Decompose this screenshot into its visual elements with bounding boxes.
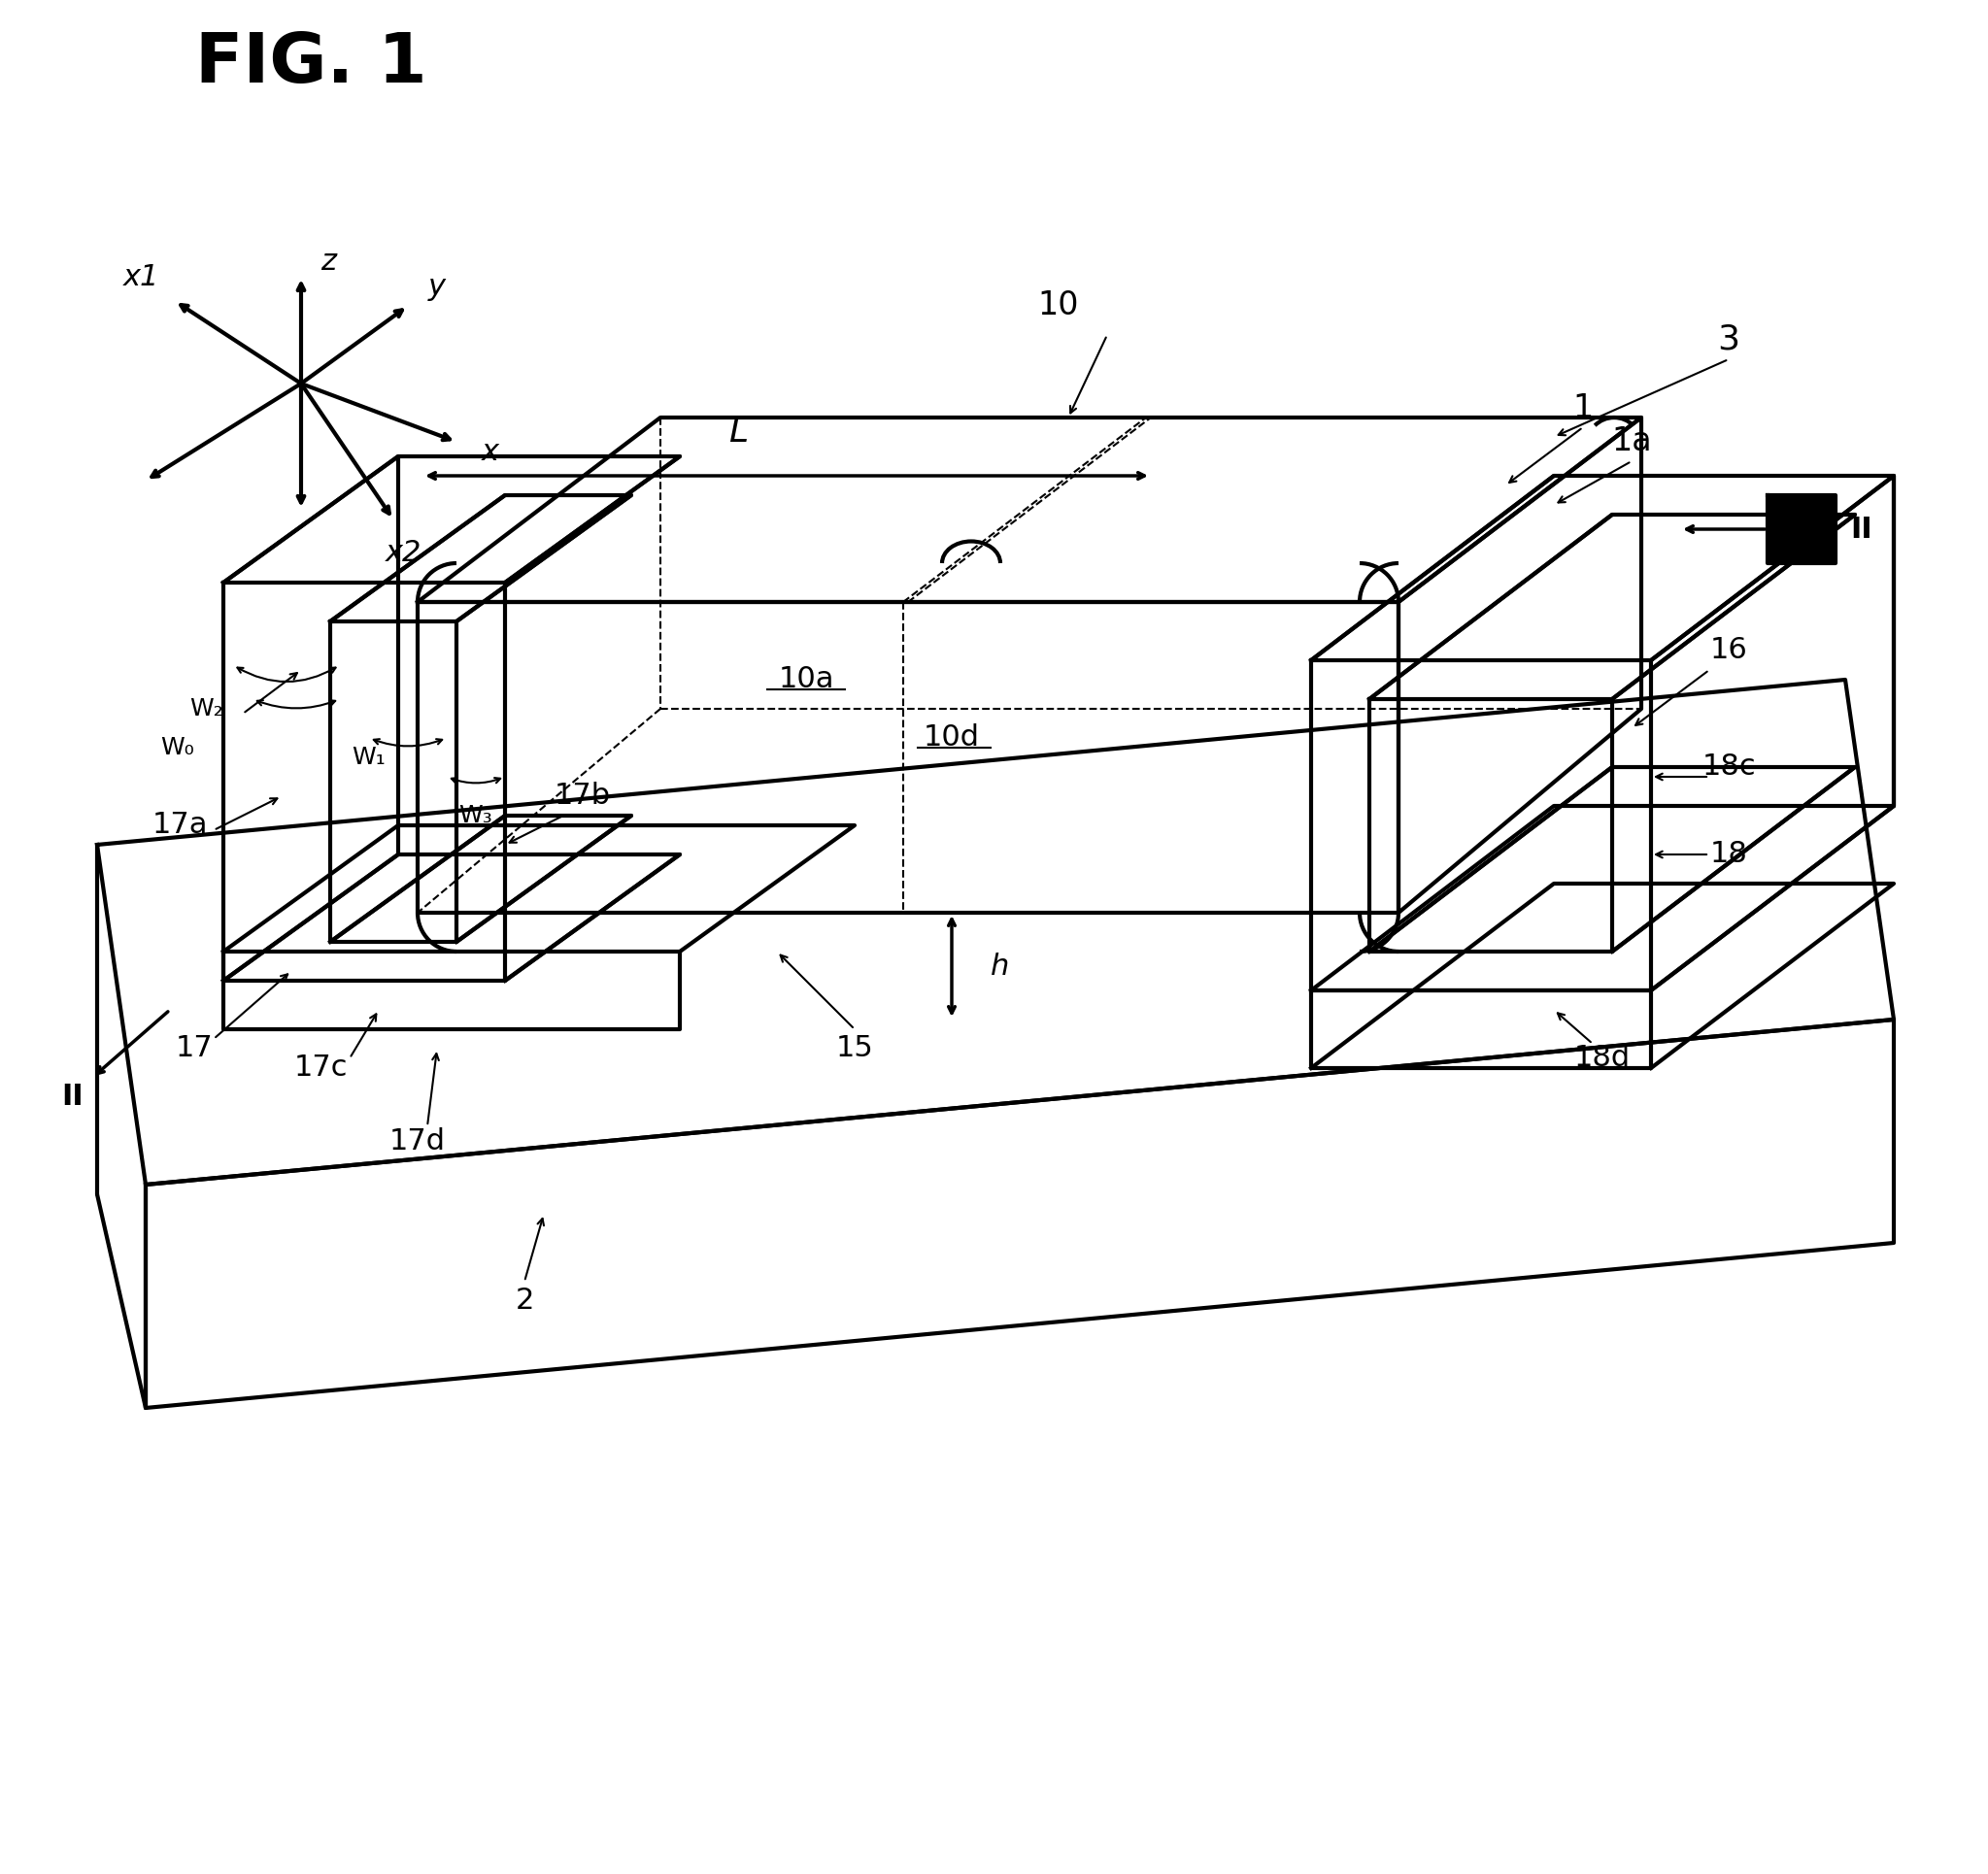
Text: 18d: 18d [1574, 1044, 1630, 1072]
Text: 10a: 10a [777, 665, 835, 693]
Text: W₀: W₀ [161, 736, 195, 759]
Text: z: z [320, 247, 336, 275]
Polygon shape [1767, 495, 1835, 564]
Text: 10d: 10d [924, 723, 980, 751]
Text: 17d: 17d [390, 1126, 445, 1154]
Text: x2: x2 [386, 540, 421, 568]
Text: x: x [481, 437, 499, 465]
Text: 17: 17 [175, 1034, 213, 1063]
Text: 2: 2 [515, 1287, 535, 1316]
Text: 3: 3 [1718, 324, 1740, 356]
Text: 1a: 1a [1612, 425, 1652, 457]
Text: L: L [728, 416, 747, 448]
Text: W₂: W₂ [189, 697, 223, 720]
Text: 18: 18 [1710, 840, 1747, 868]
Text: x1: x1 [123, 262, 159, 290]
Text: 1: 1 [1573, 392, 1592, 424]
Text: 15: 15 [835, 1034, 873, 1063]
Text: y: y [427, 272, 445, 300]
Text: h: h [990, 952, 1010, 980]
Text: II: II [62, 1083, 83, 1111]
Text: FIG. 1: FIG. 1 [195, 30, 427, 97]
Text: 17c: 17c [294, 1053, 348, 1081]
Text: II: II [1851, 515, 1873, 543]
Text: 16: 16 [1710, 637, 1747, 665]
Text: 18c: 18c [1702, 753, 1755, 781]
Text: 17a: 17a [151, 811, 207, 840]
Text: W₁: W₁ [352, 746, 386, 768]
Text: W₃: W₃ [459, 804, 493, 826]
Text: 10: 10 [1038, 290, 1079, 322]
Text: 17b: 17b [555, 781, 610, 810]
